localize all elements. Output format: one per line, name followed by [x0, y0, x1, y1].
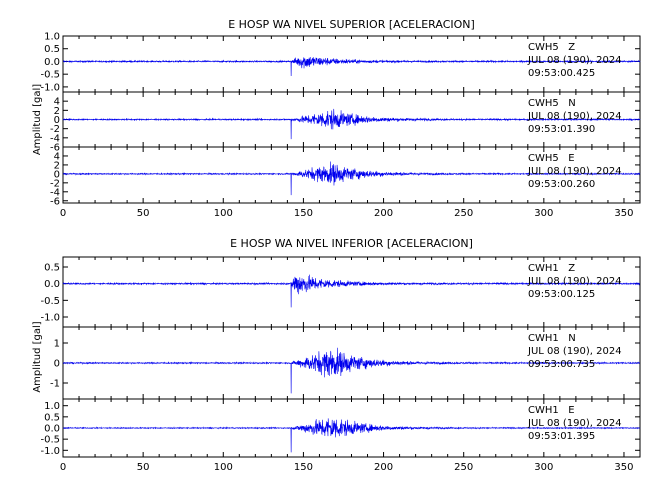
- y-tick-label: 0: [54, 359, 60, 370]
- y-tick-label: -0.5: [40, 435, 60, 446]
- y-tick-label: 1: [54, 339, 60, 350]
- x-tick-label: 0: [60, 462, 66, 473]
- y-tick-label: -1: [50, 379, 60, 390]
- x-tick-label: 350: [614, 462, 633, 473]
- record-date: JUL 08 (190), 2024: [527, 346, 622, 357]
- station-label: CWH5 N: [528, 98, 576, 109]
- figure-title: E HOSP WA NIVEL SUPERIOR [ACELERACION]: [228, 18, 475, 31]
- y-tick-label: -2: [50, 178, 60, 189]
- record-time: 09:53:01.395: [528, 431, 595, 442]
- y-tick-label: -4: [50, 133, 60, 144]
- waveform-trace: [62, 274, 641, 308]
- x-tick-label: 100: [214, 208, 233, 219]
- x-tick-label: 250: [454, 462, 473, 473]
- y-axis-label: Amplitud [gal]: [32, 321, 43, 392]
- trace-panel-1: 1.00.5 0.0 -0.5-1.0 CWH5 Z JUL 08 (190), 202…: [40, 32, 641, 93]
- y-tick-label: 0.0: [44, 424, 60, 435]
- x-tick-label: 300: [534, 462, 553, 473]
- figure-1: E HOSP WA NIVEL SUPERIOR [ACELERACION] Am…: [32, 18, 641, 219]
- y-tick-label: 0.5: [44, 263, 60, 274]
- y-tick-label: 0: [54, 169, 60, 180]
- x-tick-label: 200: [374, 462, 393, 473]
- trace-panel-2: 420-2-4-6 CWH5 N JUL 08 (190), 2024 09:53:0…: [50, 91, 641, 154]
- station-label: CWH1 E: [528, 405, 575, 416]
- y-tick-label: 0.5: [44, 412, 60, 423]
- waveform-trace: [62, 418, 641, 453]
- y-tick-label: 4: [54, 151, 60, 162]
- y-tick-label: -4: [50, 187, 60, 198]
- record-date: JUL 08 (190), 2024: [527, 111, 622, 122]
- y-tick-label: 0.0: [44, 279, 60, 290]
- y-tick-label: -1.0: [40, 313, 60, 324]
- waveform-trace: [62, 347, 641, 394]
- record-date: JUL 08 (190), 2024: [527, 55, 622, 66]
- y-tick-label: -2: [50, 124, 60, 135]
- x-tick-label: 0: [60, 208, 66, 219]
- figure-title: E HOSP WA NIVEL INFERIOR [ACELERACION]: [230, 237, 473, 250]
- y-tick-label: 1.0: [44, 32, 60, 43]
- x-tick-label: 100: [214, 462, 233, 473]
- trace-panel-3: 1.00.50.0-0.5-1.0 CWH1 E JUL 08 (190), 202…: [40, 398, 641, 458]
- waveform-trace: [62, 108, 641, 140]
- figure-2: E HOSP WA NIVEL INFERIOR [ACELERACION] Am…: [32, 237, 641, 473]
- y-tick-label: 0: [54, 115, 60, 126]
- record-date: JUL 08 (190), 2024: [527, 418, 622, 429]
- x-tick-label: 150: [294, 462, 313, 473]
- x-tick-label: 50: [137, 462, 150, 473]
- x-tick-label: 150: [294, 208, 313, 219]
- y-tick-label: 2: [54, 106, 60, 117]
- trace-panel-1: 0.5 0.0 -0.5 -1.0 CWH1 Z JUL 08 (190), 2024 09…: [40, 256, 641, 328]
- y-tick-label: 0.5: [44, 44, 60, 55]
- record-time: 09:53:00.125: [528, 289, 595, 300]
- x-tick-label: 350: [614, 208, 633, 219]
- y-tick-label: -1.0: [40, 82, 60, 93]
- waveform-trace: [62, 57, 641, 76]
- record-date: JUL 08 (190), 2024: [527, 166, 622, 177]
- x-tick-label: 300: [534, 208, 553, 219]
- station-label: CWH5 E: [528, 153, 575, 164]
- y-tick-label: 0.0: [44, 57, 60, 68]
- waveform-trace: [62, 161, 641, 196]
- record-time: 09:53:00.735: [528, 359, 595, 370]
- y-tick-label: -1.0: [40, 446, 60, 457]
- x-tick-label: 250: [454, 208, 473, 219]
- station-label: CWH5 Z: [528, 42, 575, 53]
- station-label: CWH1 Z: [528, 263, 575, 274]
- record-time: 09:53:01.390: [528, 124, 595, 135]
- y-tick-label: -0.5: [40, 296, 60, 307]
- y-tick-label: 2: [54, 160, 60, 171]
- y-tick-label: -6: [50, 196, 60, 207]
- y-tick-label: 1.0: [44, 401, 60, 412]
- y-tick-label: -6: [50, 143, 60, 154]
- station-label: CWH1 N: [528, 333, 576, 344]
- y-axis-label: Amplitud [gal]: [32, 84, 43, 155]
- y-tick-label: 4: [54, 97, 60, 108]
- y-tick-label: -0.5: [40, 70, 60, 81]
- trace-panel-2: 1 0 -1 CWH1 N JUL 08 (190), 2024 09:53:00.735: [50, 326, 641, 400]
- record-time: 09:53:00.425: [528, 68, 595, 79]
- record-time: 09:53:00.260: [528, 179, 595, 190]
- x-tick-label: 50: [137, 208, 150, 219]
- record-date: JUL 08 (190), 2024: [527, 276, 622, 287]
- x-tick-label: 200: [374, 208, 393, 219]
